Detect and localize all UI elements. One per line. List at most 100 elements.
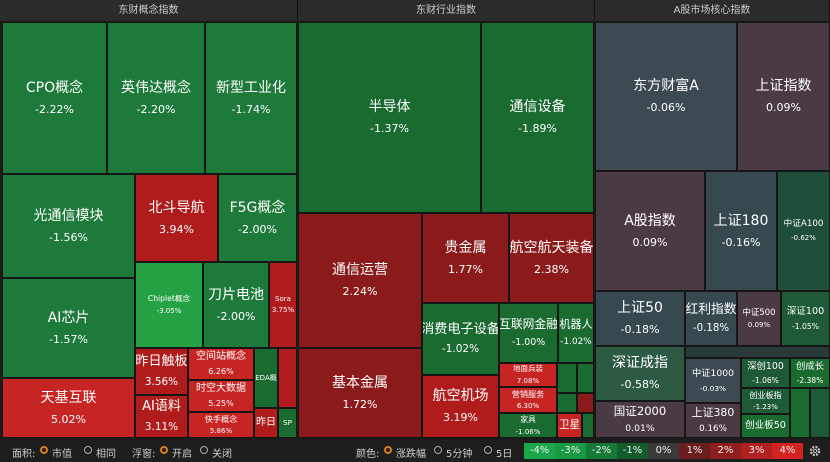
tile[interactable]: 上证380 0.16% xyxy=(685,403,741,438)
tile[interactable]: 创业板50 xyxy=(741,414,790,438)
tile-name: 创成长 xyxy=(795,360,825,372)
tile[interactable]: Chiplet概念 -3.05% xyxy=(135,262,203,348)
tile-change: 3.19% xyxy=(443,411,478,425)
tile[interactable]: 地面兵装 7.08% xyxy=(499,363,557,387)
tile[interactable]: 通信运营 2.24% xyxy=(298,213,422,348)
tile-change: 0.09% xyxy=(747,321,771,330)
tile[interactable]: 天基互联 5.02% xyxy=(2,378,135,438)
tile-change: 3.56% xyxy=(144,375,179,388)
tile[interactable]: 通信设备 -1.89% xyxy=(481,22,594,213)
tile-name: AI芯片 xyxy=(47,309,90,326)
tile-change: 2.38% xyxy=(534,262,569,276)
tile-name: 贵金属 xyxy=(444,239,487,256)
tile-change: 3.11% xyxy=(144,420,179,433)
tile[interactable]: 北斗导航 3.94% xyxy=(135,174,218,262)
radio[interactable] xyxy=(200,446,208,454)
tile[interactable]: EDA概 xyxy=(254,348,278,408)
tile[interactable]: CPO概念 -2.22% xyxy=(2,22,107,174)
tile[interactable]: 互联网金融 -1.00% xyxy=(499,303,558,363)
tile[interactable]: Sora 3.75% xyxy=(269,262,297,348)
tile[interactable]: AI语料 3.11% xyxy=(135,395,188,438)
tile-change: -1.00% xyxy=(511,336,546,348)
tile-name: SP xyxy=(283,418,292,428)
radio[interactable] xyxy=(384,446,392,454)
tile[interactable]: 上证指数 0.09% xyxy=(737,22,830,171)
tile[interactable]: 创业板指 -1.23% xyxy=(741,388,790,414)
tile[interactable]: 中证A100 -0.62% xyxy=(777,171,830,291)
tile-name: 快手概念 xyxy=(204,413,238,424)
tile[interactable]: 红利指数 -0.18% xyxy=(685,291,737,346)
tile-change: -2.38% xyxy=(796,376,824,386)
tile-change: -2.00% xyxy=(216,309,256,323)
tile-change: -1.23% xyxy=(753,403,778,412)
option[interactable]: 5分钟 xyxy=(446,449,473,460)
tile[interactable]: 英伟达概念 -2.20% xyxy=(107,22,205,174)
tile[interactable]: F5G概念 -2.00% xyxy=(218,174,297,262)
tile-name: Sora xyxy=(275,294,291,303)
tile-name: 上证380 xyxy=(691,406,735,419)
tile-name: 营销服务 xyxy=(511,388,545,399)
tile-name: 家具 xyxy=(520,414,536,424)
tile[interactable]: 半导体 -1.37% xyxy=(298,22,481,213)
radio[interactable] xyxy=(160,446,168,454)
tile[interactable]: A股指数 0.09% xyxy=(595,171,705,291)
radio[interactable] xyxy=(40,446,48,454)
tile[interactable]: 刀片电池 -2.00% xyxy=(203,262,269,348)
tile[interactable]: 新型工业化 -1.74% xyxy=(205,22,297,174)
tile[interactable]: 机器人 -1.02% xyxy=(558,303,594,363)
tile[interactable]: 基本金属 1.72% xyxy=(298,348,422,438)
tile[interactable]: 时空大数据 5.25% xyxy=(188,380,254,412)
option[interactable]: 开启 xyxy=(172,449,192,460)
tile-change: -2.22% xyxy=(35,102,74,116)
tile-change: -0.62% xyxy=(791,233,816,242)
tile[interactable]: 营销服务 6.30% xyxy=(499,387,557,413)
tile-name: 东方财富A xyxy=(633,78,699,95)
tile-name: A股指数 xyxy=(624,212,676,229)
tile[interactable]: 消费电子设备 -1.02% xyxy=(422,303,499,375)
option[interactable]: 市值 xyxy=(52,449,72,460)
tile[interactable]: 上证50 -0.18% xyxy=(595,291,685,346)
label: 颜色: xyxy=(356,449,380,460)
tile[interactable]: 贵金属 1.77% xyxy=(422,213,509,303)
tile[interactable]: 深证100 -1.05% xyxy=(781,291,830,346)
option[interactable]: 涨跌幅 xyxy=(396,449,426,460)
option[interactable]: 关闭 xyxy=(212,449,232,460)
option[interactable]: 相同 xyxy=(96,449,116,460)
radio[interactable] xyxy=(84,446,92,454)
legend-swatch: -2% xyxy=(586,443,617,459)
tile xyxy=(557,363,577,393)
tile-name: 通信设备 xyxy=(509,99,566,116)
tile-name: 中证1000 xyxy=(691,368,735,380)
tile[interactable]: 空间站概念 6.26% xyxy=(188,348,254,380)
option[interactable]: 5日 xyxy=(496,449,513,460)
tile-change: -1.89% xyxy=(518,122,557,136)
tile-name: 天基互联 xyxy=(40,389,97,406)
tile[interactable]: 家具 -1.06% xyxy=(499,413,557,438)
tile[interactable]: 光通信模块 -1.56% xyxy=(2,174,135,278)
tile-name: 深证成指 xyxy=(612,355,668,372)
tile[interactable]: 创成长 -2.38% xyxy=(790,358,830,388)
tile-change: -0.03% xyxy=(699,383,727,393)
tile[interactable]: 东方财富A -0.06% xyxy=(595,22,737,171)
tile[interactable]: 卫星 xyxy=(557,413,582,438)
tile[interactable]: 中证500 0.09% xyxy=(737,291,781,346)
tile[interactable]: 航空航天装备 2.38% xyxy=(509,213,594,303)
tile[interactable]: AI芯片 -1.57% xyxy=(2,278,135,378)
settings-icon[interactable] xyxy=(808,444,822,458)
tile[interactable]: 昨日 xyxy=(254,408,278,438)
tile[interactable]: 国证2000 0.01% xyxy=(595,401,685,438)
tile[interactable]: 深证成指 -0.58% xyxy=(595,346,685,401)
tile[interactable]: 上证180 -0.16% xyxy=(705,171,777,291)
tile[interactable]: SP xyxy=(278,408,297,438)
radio[interactable] xyxy=(484,446,492,454)
tile[interactable]: 昨日触板 3.56% xyxy=(135,348,188,395)
tile[interactable]: 航空机场 3.19% xyxy=(422,375,499,438)
tile-change: -3.05% xyxy=(156,306,182,315)
panel-title: 东财行业指数 xyxy=(298,0,595,21)
tile[interactable]: 深创100 -1.06% xyxy=(741,358,790,388)
tile-name: 半导体 xyxy=(368,99,411,116)
radio[interactable] xyxy=(434,446,442,454)
tile-name: 通信运营 xyxy=(332,262,388,279)
tile[interactable]: 快手概念 5.86% xyxy=(188,412,254,438)
tile[interactable]: 中证1000 -0.03% xyxy=(685,358,741,403)
